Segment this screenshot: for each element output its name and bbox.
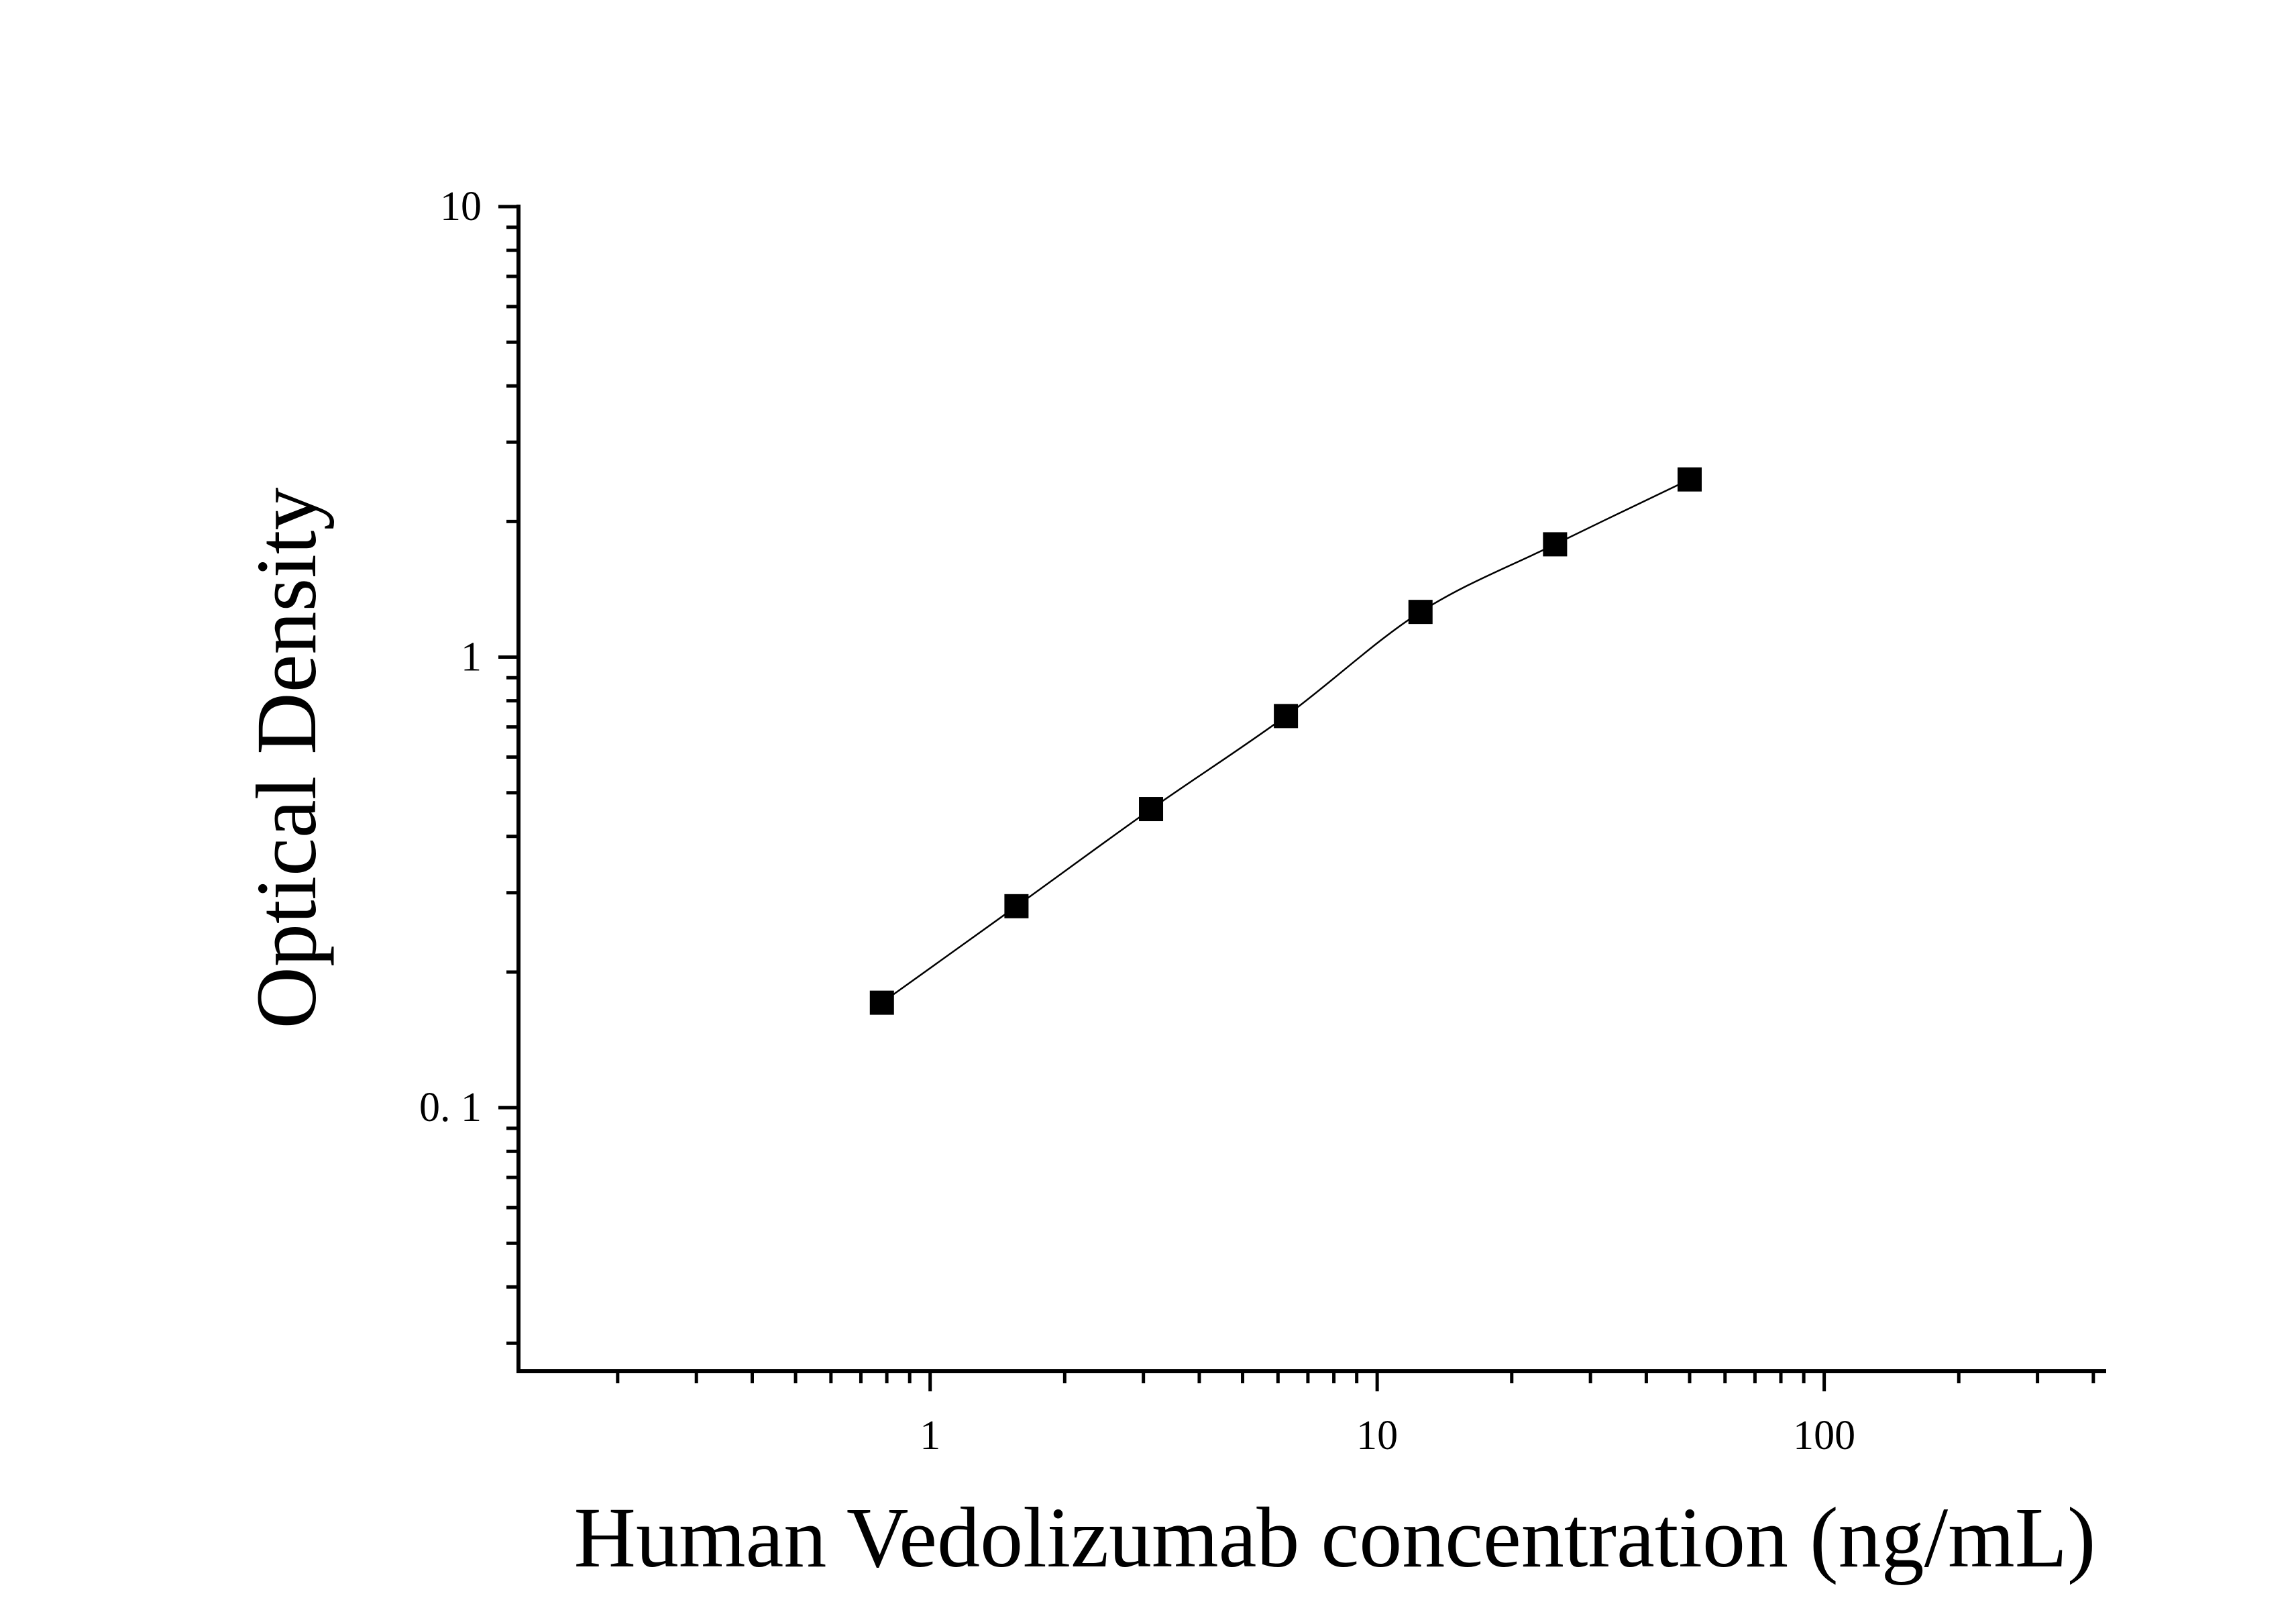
axes: 0. 1 1 10 1 10 100 bbox=[419, 184, 2106, 1458]
y-tick-label: 0. 1 bbox=[419, 1085, 482, 1130]
x-tick-label: 100 bbox=[1793, 1413, 1855, 1458]
data-point-marker bbox=[1004, 894, 1029, 918]
data-point-marker bbox=[869, 990, 894, 1015]
y-tick-label: 10 bbox=[440, 184, 482, 229]
axis-titles: Optical Density Human Vedolizumab concen… bbox=[239, 488, 2096, 1585]
plot-area bbox=[869, 467, 1702, 1015]
x-axis-title: Human Vedolizumab concentration (ng/mL) bbox=[574, 1490, 2096, 1585]
x-ticks: 1 10 100 bbox=[616, 1371, 2095, 1458]
x-tick-label: 1 bbox=[920, 1413, 940, 1458]
data-point-marker bbox=[1543, 532, 1568, 557]
data-points-layer bbox=[869, 467, 1702, 1015]
y-tick-label: 1 bbox=[461, 635, 482, 680]
y-ticks: 0. 1 1 10 bbox=[419, 184, 518, 1345]
data-point-marker bbox=[1408, 600, 1433, 625]
x-tick-label: 10 bbox=[1356, 1413, 1398, 1458]
data-point-marker bbox=[1274, 704, 1299, 729]
fit-curve bbox=[881, 478, 1690, 1004]
y-axis-title: Optical Density bbox=[239, 488, 334, 1029]
data-point-marker bbox=[1139, 797, 1164, 822]
fit-curve-layer bbox=[881, 478, 1690, 1004]
data-point-marker bbox=[1677, 467, 1702, 492]
